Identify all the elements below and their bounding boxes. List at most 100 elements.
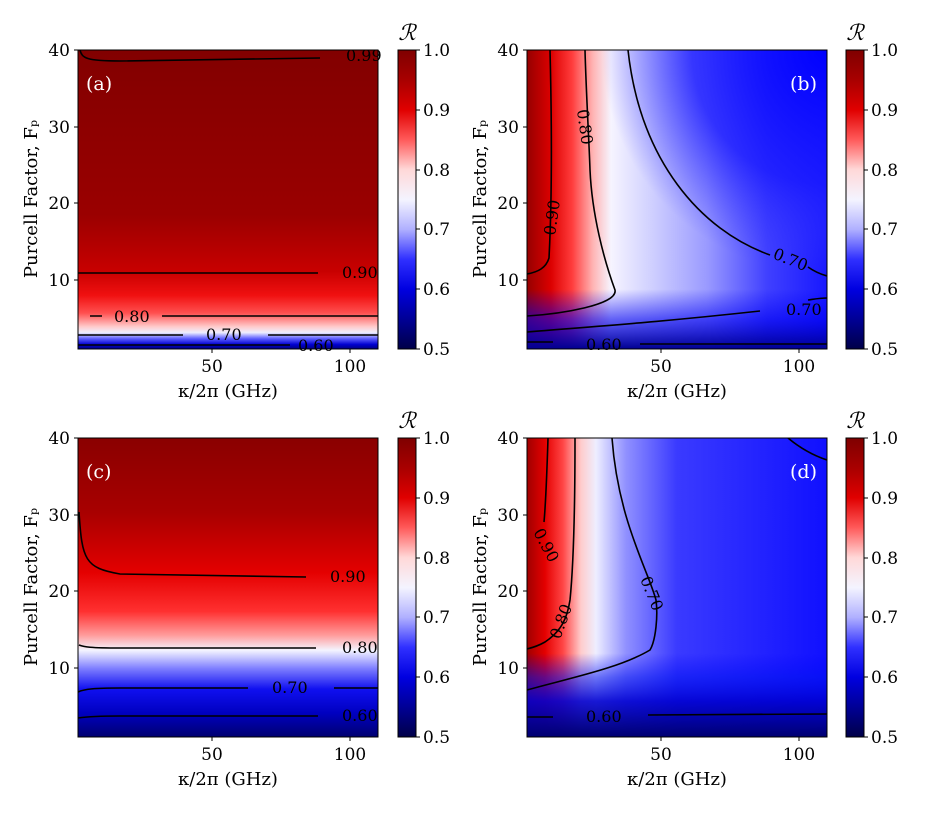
y-tick-d-30: 30 [497, 506, 519, 526]
contour-d-090 [543, 438, 549, 523]
contour-label-a-5: 0.60 [298, 336, 334, 355]
x-axis-label-c: κ/2π (GHz) [178, 769, 278, 790]
x-tick-d-50: 50 [650, 745, 672, 765]
cbar-tick-c-07: 0.7 [423, 608, 450, 628]
contour-b-060 [527, 341, 827, 345]
colorbar-a [397, 49, 417, 350]
cbar-tick-b-06: 0.6 [871, 280, 898, 300]
cbar-tick-c-10: 1.0 [423, 429, 450, 449]
contour-label-c-1: 0.90 [330, 567, 366, 586]
axes-frame-c [77, 437, 379, 738]
cbar-tick-c-09: 0.9 [423, 489, 450, 509]
contour-a-099 [79, 50, 321, 62]
contour-label-a-1: 0.99 [346, 46, 382, 65]
y-tick-c-40: 40 [48, 429, 70, 449]
contour-b-080 [527, 50, 616, 317]
y-tick-d-20: 20 [497, 582, 519, 602]
y-tick-a-40: 40 [48, 41, 70, 61]
colorbar-title-b: ℛ [846, 21, 865, 46]
contour-label-c-2: 0.80 [342, 638, 378, 657]
colorbar-ticks-d [864, 437, 868, 738]
y-tick-a-10: 10 [48, 271, 70, 291]
y-axis-d [523, 437, 800, 741]
y-axis-label-b: Purcell Factor, Fₚ [470, 120, 491, 278]
y-tick-a-20: 20 [48, 194, 70, 214]
colorbar-ticks-b [864, 49, 868, 350]
heatmap-b-bottom [527, 50, 827, 349]
x-tick-c-50: 50 [201, 745, 223, 765]
contour-b-070-lower [527, 297, 827, 333]
panel-a: 0.99 0.90 0.80 0.70 0.60 (a) 40 30 20 10… [21, 21, 450, 402]
contour-b-070-upper [627, 50, 827, 277]
cbar-tick-b-05: 0.5 [871, 340, 898, 360]
contour-c-060 [78, 715, 318, 719]
panel-label-c: (c) [86, 461, 111, 483]
contour-b-090 [527, 50, 553, 275]
colorbar-d [845, 437, 865, 738]
x-axis-label-b: κ/2π (GHz) [627, 381, 727, 402]
contour-c-080 [78, 644, 316, 649]
axes-frame-a [77, 49, 379, 350]
colorbar-c [397, 437, 417, 738]
cbar-tick-d-06: 0.6 [871, 668, 898, 688]
y-axis-label-c: Purcell Factor, Fₚ [21, 508, 42, 666]
panel-b: 0.90 0.80 0.70 0.70 0.60 (b) 40 30 20 10… [470, 21, 898, 402]
x-tick-c-100: 100 [334, 745, 366, 765]
y-axis-c [74, 437, 351, 741]
cbar-tick-d-10: 1.0 [871, 429, 898, 449]
y-tick-c-20: 20 [48, 582, 70, 602]
cbar-tick-a-09: 0.9 [423, 101, 450, 121]
contour-label-a-3: 0.80 [114, 307, 150, 326]
cbar-tick-c-08: 0.8 [423, 549, 450, 569]
cbar-tick-d-05: 0.5 [871, 728, 898, 748]
contour-label-b-4: 0.70 [786, 300, 822, 319]
colorbar-title-c: ℛ [398, 409, 417, 434]
x-tick-b-50: 50 [650, 357, 672, 377]
cbar-tick-b-07: 0.7 [871, 220, 898, 240]
y-tick-d-40: 40 [497, 429, 519, 449]
y-tick-b-10: 10 [497, 271, 519, 291]
y-tick-b-20: 20 [497, 194, 519, 214]
cbar-tick-c-05: 0.5 [423, 728, 450, 748]
colorbar-ticks-a [416, 49, 420, 350]
axes-frame-b [526, 49, 828, 350]
axes-frame-d [526, 437, 828, 738]
cbar-tick-a-08: 0.8 [423, 161, 450, 181]
cbar-tick-d-07: 0.7 [871, 608, 898, 628]
panel-label-a: (a) [86, 73, 112, 95]
x-tick-b-100: 100 [783, 357, 815, 377]
y-tick-c-30: 30 [48, 506, 70, 526]
cbar-tick-a-10: 1.0 [423, 41, 450, 61]
heatmap-d-bottom [527, 438, 827, 737]
cbar-tick-d-08: 0.8 [871, 549, 898, 569]
contour-label-d-4: 0.60 [586, 707, 622, 726]
y-tick-b-40: 40 [497, 41, 519, 61]
y-tick-b-30: 30 [497, 118, 519, 138]
contour-c-090 [78, 511, 307, 578]
cbar-tick-b-10: 1.0 [871, 41, 898, 61]
colorbar-title-a: ℛ [398, 21, 417, 46]
panel-label-b: (b) [790, 73, 817, 95]
cbar-tick-d-09: 0.9 [871, 489, 898, 509]
contour-label-a-2: 0.90 [342, 263, 378, 282]
contour-label-c-3: 0.70 [272, 678, 308, 697]
cbar-tick-c-06: 0.6 [423, 668, 450, 688]
y-tick-a-30: 30 [48, 118, 70, 138]
cbar-tick-b-08: 0.8 [871, 161, 898, 181]
contour-label-b-1: 0.90 [540, 199, 564, 237]
heatmap-c [78, 438, 378, 737]
contour-label-b-5: 0.60 [586, 335, 622, 354]
y-tick-d-10: 10 [497, 659, 519, 679]
y-axis-a [74, 49, 351, 353]
x-axis-label-d: κ/2π (GHz) [627, 769, 727, 790]
contour-d-080 [527, 438, 576, 650]
panel-c: 0.90 0.80 0.70 0.60 (c) 40 30 20 10 50 1… [21, 409, 450, 790]
colorbar-ticks-c [416, 437, 420, 738]
panel-label-d: (d) [790, 461, 817, 483]
contour-d-060 [527, 713, 827, 718]
cbar-tick-b-09: 0.9 [871, 101, 898, 121]
x-tick-d-100: 100 [783, 745, 815, 765]
contour-d-070-corner [787, 438, 827, 461]
contour-label-a-4: 0.70 [206, 325, 242, 344]
